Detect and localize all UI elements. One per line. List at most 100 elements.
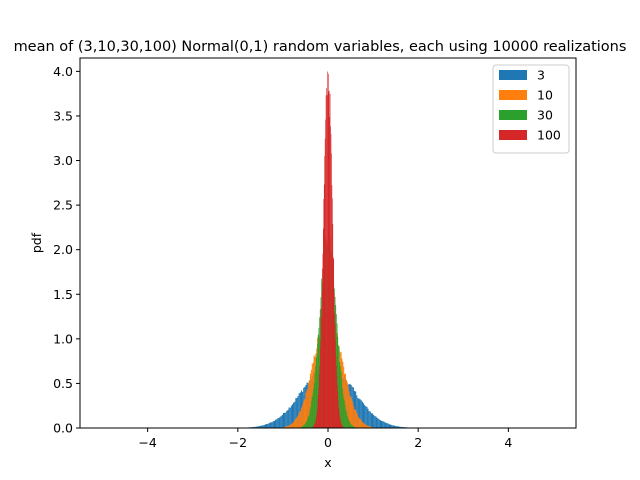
bar-3	[294, 401, 296, 428]
bar-100	[335, 339, 336, 428]
bar-3	[400, 426, 402, 428]
bar-3	[271, 422, 273, 428]
bar-3	[391, 424, 393, 428]
y-tick-label: 0.5	[53, 376, 73, 391]
bar-10	[308, 382, 310, 428]
bar-10	[285, 426, 287, 428]
bar-30	[302, 425, 304, 428]
bar-100	[333, 292, 335, 428]
bar-30	[307, 417, 309, 428]
bar-100	[314, 424, 315, 428]
bar-100	[339, 417, 341, 428]
bar-30	[338, 346, 340, 428]
bar-30	[304, 424, 306, 428]
y-tick-label: 2.5	[53, 198, 73, 213]
bar-100	[334, 324, 336, 428]
bar-3	[359, 399, 361, 428]
bar-10	[291, 422, 293, 428]
bar-3	[278, 417, 280, 428]
bar-3	[253, 426, 255, 428]
bar-10	[348, 391, 350, 428]
bar-100	[338, 409, 340, 428]
bar-100	[337, 392, 339, 428]
bar-10	[292, 422, 294, 428]
bar-3	[377, 418, 379, 428]
bar-30	[346, 415, 348, 428]
bar-10	[302, 402, 304, 428]
bar-100	[316, 411, 318, 428]
bar-3	[395, 426, 397, 428]
bar-100	[332, 198, 333, 428]
y-tick-label: 2.0	[53, 242, 73, 257]
bar-10	[356, 413, 358, 428]
bar-30	[313, 388, 314, 428]
bar-30	[318, 327, 320, 428]
bar-100	[323, 228, 324, 428]
chart-title: mean of (3,10,30,100) Normal(0,1) random…	[14, 39, 627, 55]
bar-100	[336, 365, 337, 428]
bar-30	[336, 323, 338, 428]
bar-3	[252, 426, 254, 428]
bar-100	[324, 138, 326, 429]
bar-30	[301, 426, 303, 428]
bar-100	[332, 257, 334, 428]
bar-10	[287, 425, 289, 428]
bar-100	[325, 95, 327, 429]
bar-30	[340, 370, 342, 428]
bar-3	[356, 395, 358, 428]
bar-10	[288, 425, 290, 428]
bar-100	[327, 71, 328, 428]
bar-3	[373, 414, 375, 428]
legend-label-30: 30	[537, 108, 553, 123]
bar-3	[275, 419, 277, 428]
bar-10	[300, 407, 302, 428]
bar-100	[322, 268, 323, 428]
bar-100	[318, 394, 319, 428]
bar-100	[336, 375, 338, 428]
bar-3	[364, 405, 366, 428]
bar-10	[343, 366, 345, 428]
bar-10	[346, 382, 348, 428]
bar-3	[295, 398, 297, 428]
plot-area	[243, 71, 413, 429]
x-tick-label: 0	[324, 435, 332, 450]
bar-10	[284, 426, 286, 428]
bar-3	[254, 426, 256, 428]
bar-100	[340, 420, 341, 428]
bar-100	[334, 312, 335, 428]
y-tick-label: 3.5	[53, 108, 73, 123]
x-tick-label: 2	[414, 435, 422, 450]
bar-100	[330, 126, 331, 428]
bar-100	[312, 426, 314, 428]
bar-100	[320, 341, 321, 428]
bar-10	[347, 386, 349, 428]
bar-3	[273, 420, 276, 428]
bar-10	[297, 416, 299, 428]
bar-3	[379, 420, 381, 428]
bar-100	[337, 400, 339, 428]
bar-30	[351, 425, 353, 428]
bar-100	[330, 134, 332, 428]
bar-100	[326, 95, 328, 428]
bar-3	[260, 425, 262, 428]
bar-10	[369, 426, 371, 428]
bar-3	[279, 416, 281, 428]
bar-100	[342, 426, 344, 428]
bar-100	[339, 415, 340, 428]
bar-3	[276, 419, 278, 428]
bar-3	[286, 410, 288, 428]
bar-10	[306, 389, 308, 428]
bar-3	[284, 412, 286, 428]
y-axis: 0.0 0.5 1.0 1.5 2.0 2.5 3.0 3.5 4.0	[53, 64, 80, 436]
bar-100	[319, 348, 321, 428]
bar-100	[318, 374, 320, 428]
y-tick-label: 4.0	[53, 64, 73, 79]
bar-10	[309, 373, 311, 428]
bar-10	[311, 363, 313, 428]
bar-3	[390, 424, 392, 428]
legend-label-3: 3	[537, 68, 545, 83]
bar-10	[357, 416, 359, 428]
bar-100	[328, 73, 329, 429]
bar-30	[350, 423, 351, 428]
bar-100	[332, 224, 334, 428]
